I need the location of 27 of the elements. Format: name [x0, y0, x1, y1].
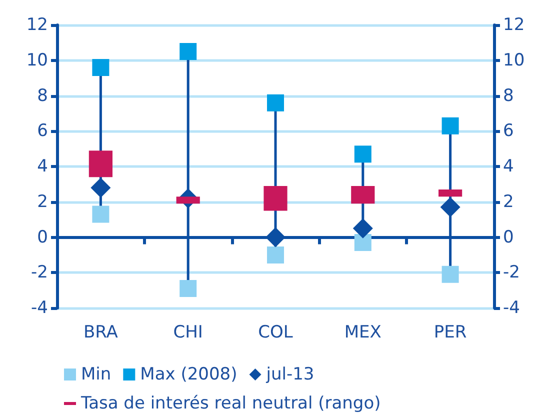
y-tick-label: 8: [37, 86, 48, 106]
y-tick-label: 0: [37, 227, 48, 248]
y-tick-label: -4: [31, 298, 48, 318]
legend-label: Min: [81, 364, 112, 384]
y-tick-label: -2: [31, 262, 48, 283]
x-tick-label: PER: [434, 322, 467, 342]
y-tick-label: 12: [26, 15, 48, 35]
legend-label: jul-13: [265, 364, 314, 384]
legend-label: Tasa de interés real neutral (rango): [80, 394, 381, 414]
y2-tick-label: 10: [503, 50, 525, 70]
x-tick-label: MEX: [344, 322, 382, 342]
x-tick-label: COL: [258, 322, 294, 342]
y2-tick-label: 8: [503, 86, 514, 106]
y2-tick-label: 2: [503, 192, 514, 212]
y2-tick-label: 0: [503, 227, 514, 248]
x-tick-label: BRA: [83, 322, 118, 342]
y2-tick-label: 12: [503, 15, 525, 35]
y2-tick-label: 4: [503, 156, 514, 176]
x-tick-label: CHI: [173, 322, 203, 342]
y-tick-label: 4: [37, 156, 48, 176]
legend-label: Max (2008): [140, 364, 238, 384]
y-tick-label: 2: [37, 192, 48, 212]
y2-tick-label: 6: [503, 121, 514, 142]
y2-tick-label: -2: [503, 262, 520, 283]
y2-tick-label: -4: [503, 298, 520, 318]
y-tick-label: 10: [26, 50, 48, 70]
y-tick-label: 6: [37, 121, 48, 142]
